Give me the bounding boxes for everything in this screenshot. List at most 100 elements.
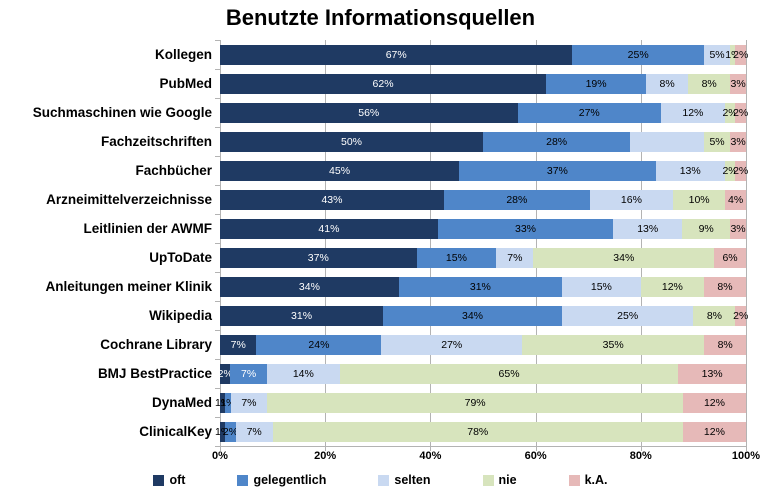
- bar-segment-gelegentlich: 37%: [459, 160, 656, 181]
- chart-row: Anleitungen meiner Klinik 34% 31% 15% 12% 8%: [0, 272, 747, 301]
- bar-segment-gelegentlich: 28%: [483, 131, 631, 152]
- bar-segment-ka: 2%: [733, 160, 749, 181]
- bar-segment-value: 8%: [701, 77, 717, 90]
- category-axis-tick: [215, 330, 220, 331]
- x-tick-label: 80%: [629, 450, 652, 462]
- bar-segment-value: 62%: [372, 77, 394, 90]
- legend-swatch: [568, 474, 580, 486]
- bar-segment-nie: 2%: [722, 160, 738, 181]
- bar-segment-gelegentlich: 19%: [546, 73, 647, 94]
- legend-label: k.A.: [584, 473, 608, 487]
- bar-segment-nie: 65%: [339, 363, 679, 384]
- chart-row: Arzneimittelverzeichnisse 43% 28% 16% 10% 4%: [0, 185, 746, 214]
- chart-row: Fachbücher 45% 37% 13% 2% 2%: [0, 156, 749, 185]
- bar-segment-value: 5%: [709, 135, 725, 148]
- bar-segment-nie: 9%: [682, 218, 731, 239]
- bar-segment-selten: 7%: [235, 421, 273, 442]
- category-axis-tick: [215, 98, 220, 99]
- bar-segment-ka: 2%: [733, 44, 748, 65]
- gridline: [325, 40, 327, 446]
- bar-segment-value: 2%: [722, 164, 738, 177]
- bar-segment-nie: 79%: [267, 392, 683, 413]
- category-label: Fachzeitschriften: [100, 134, 212, 149]
- bar-segment-gelegentlich: 28%: [443, 189, 590, 210]
- category-label: Cochrane Library: [100, 337, 212, 352]
- bar-track: 67% 25% 5% 1% 2%: [220, 44, 748, 65]
- bar-segment-nie: 34%: [533, 247, 715, 268]
- bar-segment-value: 8%: [717, 280, 733, 293]
- bar-segment-gelegentlich: 31%: [398, 276, 562, 297]
- bar-segment-selten: 25%: [561, 305, 694, 326]
- bar-segment-gelegentlich: 25%: [572, 44, 704, 65]
- bar-segment-value: 3%: [730, 135, 746, 148]
- bar-track: 1% 1% 7% 79% 12%: [215, 392, 747, 413]
- x-axis-tick: [430, 446, 432, 451]
- bar-segment-nie: 8%: [688, 73, 731, 94]
- bar-segment-value: 2%: [733, 309, 749, 322]
- bar-segment-nie: 10%: [673, 189, 726, 210]
- bar-segment-value: 16%: [620, 193, 642, 206]
- bar-segment-value: 79%: [464, 396, 486, 409]
- bar-segment-oft: 43%: [220, 189, 444, 210]
- chart-row: ClinicalKey 1% 2% 7% 78% 12%: [0, 417, 746, 446]
- bar-track: 45% 37% 13% 2% 2%: [220, 160, 749, 181]
- bar-segment-ka: 12%: [682, 392, 747, 413]
- bar-track: 50% 28% 5% 3%: [220, 131, 746, 152]
- category-label: Arzneimittelverzeichnisse: [46, 192, 212, 207]
- x-axis-line: [220, 446, 746, 447]
- bar-segment-selten: 7%: [496, 247, 534, 268]
- bar-segment-value: 2%: [733, 164, 749, 177]
- bar-segment-selten: 15%: [561, 276, 641, 297]
- gridline: [220, 40, 221, 446]
- bar-track: 56% 27% 12% 2% 2%: [220, 102, 748, 123]
- bar-segment-ka: 3%: [730, 73, 746, 94]
- bar-segment-gelegentlich: 33%: [437, 218, 614, 239]
- bar-segment-value: 1%: [725, 48, 741, 61]
- bar-segment-value: 1%: [215, 425, 231, 438]
- bar-segment-value: 12%: [703, 396, 725, 409]
- category-axis-tick: [215, 446, 220, 447]
- bar-segment-oft: 50%: [220, 131, 483, 152]
- bar-segment-value: 37%: [546, 164, 568, 177]
- bar-segment-nie: 12%: [640, 276, 704, 297]
- bar-segment-selten: 12%: [660, 102, 725, 123]
- legend-item: gelegentlich: [237, 473, 326, 487]
- bar-segment-value: 5%: [709, 48, 725, 61]
- bar-segment-value: 35%: [602, 338, 624, 351]
- bar-segment-value: 78%: [467, 425, 489, 438]
- bar-segment-ka: 8%: [703, 276, 747, 297]
- bar-track: 43% 28% 16% 10% 4%: [220, 189, 746, 210]
- bar-track: 34% 31% 15% 12% 8%: [220, 276, 747, 297]
- category-label: Kollegen: [154, 47, 212, 62]
- bar-segment-value: 31%: [291, 309, 313, 322]
- bar-segment-value: 10%: [688, 193, 710, 206]
- bar-segment-value: 1%: [215, 396, 231, 409]
- bar-segment-value: 8%: [706, 309, 723, 322]
- x-axis-labels: 0% 20% 40% 60% 80% 100%: [212, 450, 760, 464]
- bar-segment-value: 25%: [617, 309, 639, 322]
- bar-segment-value: 3%: [730, 222, 746, 235]
- bar-segment-nie: 2%: [722, 102, 738, 123]
- bar-segment-oft: 67%: [220, 44, 573, 65]
- category-label: Wikipedia: [149, 308, 212, 323]
- bar-segment-value: 7%: [241, 367, 257, 380]
- bar-segment-value: 24%: [308, 338, 330, 351]
- bar-track: 62% 19% 8% 8% 3%: [220, 73, 746, 94]
- chart-row: UpToDate 37% 15% 7% 34% 6%: [0, 243, 746, 272]
- legend-label: oft: [169, 473, 186, 487]
- category-label: PubMed: [159, 76, 213, 91]
- x-tick-label: 20%: [314, 450, 337, 462]
- bar-segment-value: 13%: [701, 367, 723, 380]
- bar-segment-value: 25%: [627, 48, 649, 61]
- bar-segment-selten: 7%: [230, 392, 268, 413]
- bar-segment-value: 8%: [717, 338, 733, 351]
- gridline: [535, 40, 537, 446]
- bar-segment-value: 7%: [507, 251, 523, 264]
- bar-segment-value: 1%: [220, 396, 236, 409]
- bar-track: 7% 24% 27% 35% 8%: [220, 334, 746, 355]
- bar-segment-ka: 2%: [733, 305, 749, 326]
- category-axis-tick: [215, 301, 220, 302]
- category-label: Leitlinien der AWMF: [83, 221, 212, 236]
- category-axis-tick: [215, 417, 220, 418]
- bar-segment-value: 50%: [340, 135, 363, 148]
